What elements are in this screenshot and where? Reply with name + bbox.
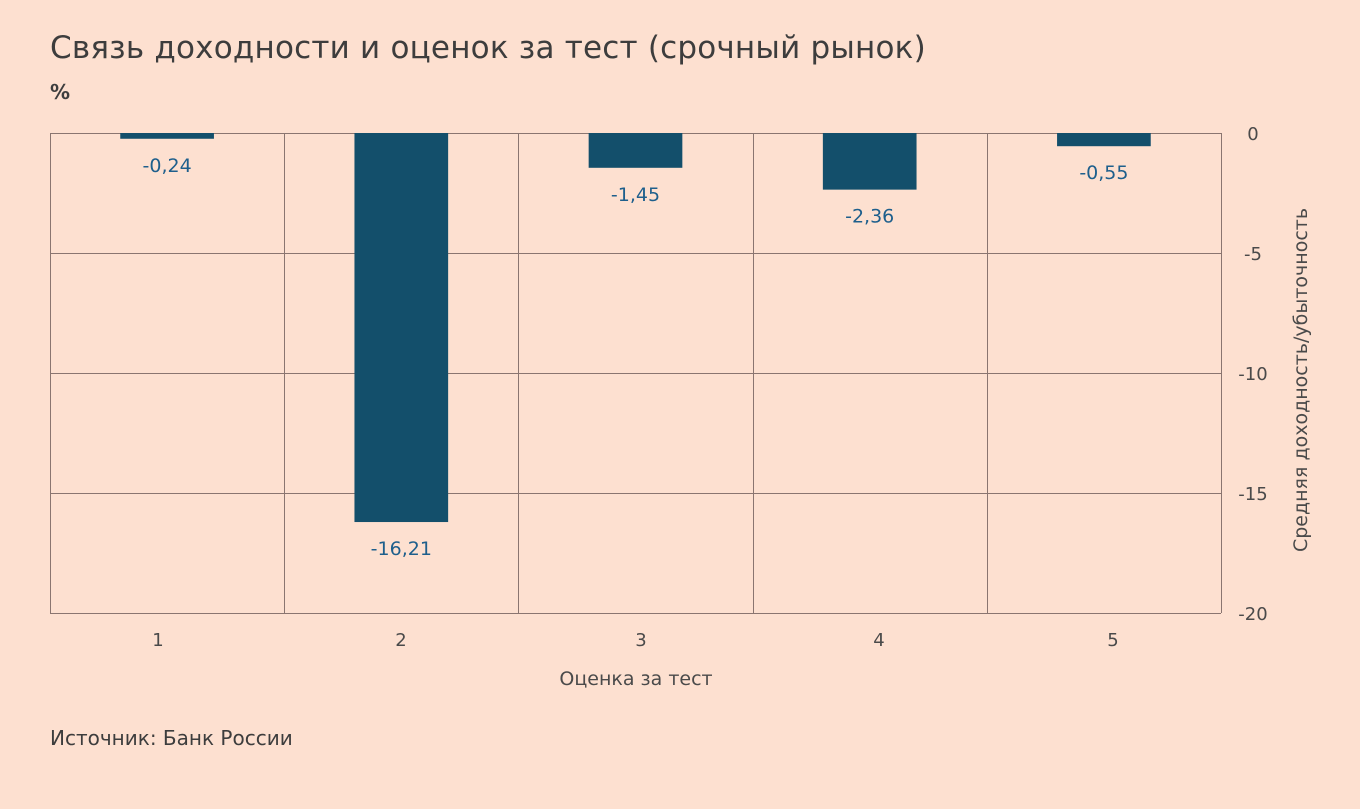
bar-1: [120, 133, 214, 139]
x-tick-label-4: 4: [873, 630, 884, 651]
data-label-2: -16,21: [371, 538, 432, 560]
data-label-4: -2,36: [845, 206, 894, 228]
y-tick-label: 0: [1247, 124, 1258, 145]
y-tick-label: -10: [1238, 364, 1267, 385]
bar-4: [822, 133, 917, 190]
data-label-5: -0,55: [1079, 162, 1128, 184]
x-axis-title: Оценка за тест: [559, 668, 712, 690]
data-labels: -0,24 -16,21 -1,45 -2,36 -0,55: [143, 155, 1129, 560]
bar-3: [588, 133, 683, 168]
data-label-3: -1,45: [611, 184, 660, 206]
x-axis-ticks: 1 2 3 4 5: [152, 630, 1118, 651]
unit-label: %: [50, 80, 71, 104]
bars: [120, 133, 1151, 523]
y-tick-label: -5: [1244, 244, 1262, 265]
bar-2: [354, 133, 449, 523]
x-tick-label-1: 1: [152, 630, 163, 651]
chart-title: Связь доходности и оценок за тест (срочн…: [50, 30, 926, 66]
data-label-1: -0,24: [143, 155, 192, 177]
x-tick-label-2: 2: [395, 630, 406, 651]
x-tick-label-3: 3: [635, 630, 646, 651]
bar-5: [1057, 133, 1151, 147]
y-tick-label: -15: [1238, 484, 1267, 505]
source-note: Источник: Банк России: [50, 726, 293, 750]
y-axis-title: Средняя доходность/убыточность: [1290, 208, 1312, 552]
x-tick-label-5: 5: [1107, 630, 1118, 651]
y-axis-ticks: 0 -5 -10 -15 -20: [1238, 124, 1267, 625]
y-tick-label: -20: [1238, 604, 1267, 625]
